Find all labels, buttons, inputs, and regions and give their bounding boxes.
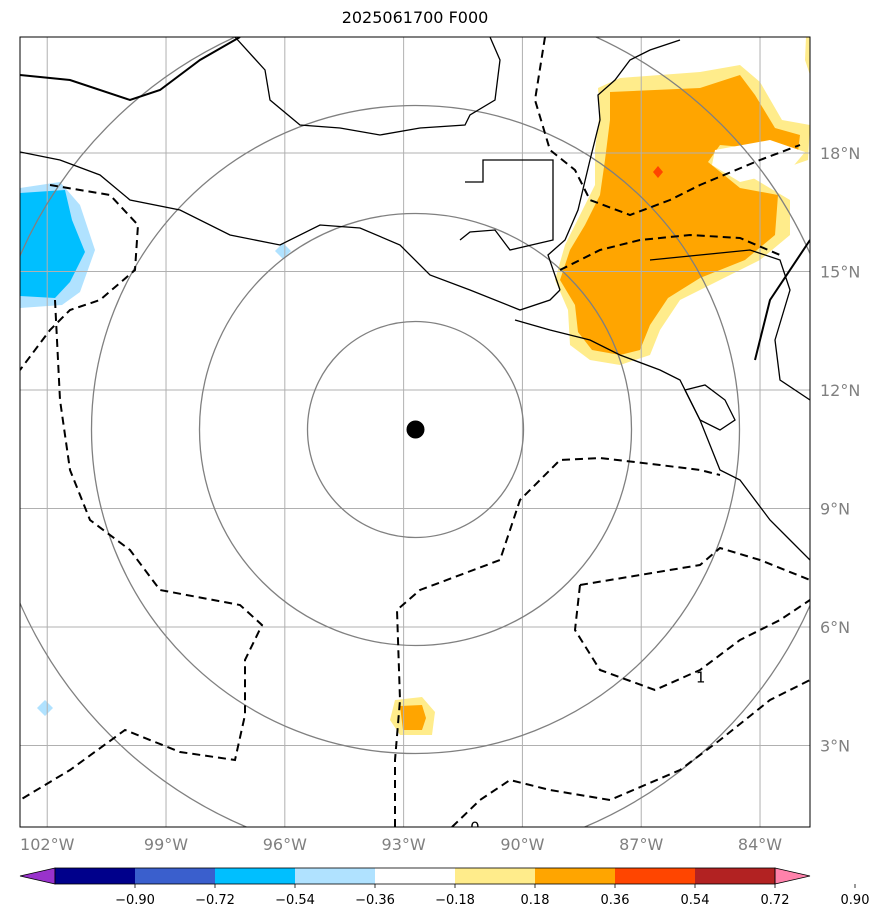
colorbar-tick-label: 0.54 bbox=[681, 893, 710, 908]
plot-frame bbox=[19, 36, 811, 828]
corner-yellow bbox=[805, 37, 810, 75]
range-rings bbox=[20, 37, 810, 827]
longitude-tick-label: 102°W bbox=[20, 835, 75, 854]
longitude-tick-label: 99°W bbox=[144, 835, 188, 854]
nicaragua-lake bbox=[684, 384, 736, 431]
contour-mid bbox=[451, 679, 810, 827]
latitude-tick-label: 3°N bbox=[820, 737, 850, 756]
dashed-contours bbox=[20, 37, 810, 827]
colorbar-extend-high bbox=[774, 867, 811, 885]
colorbar-tick-label: 0.36 bbox=[601, 893, 630, 908]
colorbar-tick-label: −0.18 bbox=[435, 893, 475, 908]
range-ring bbox=[306, 320, 525, 539]
latitude-tick-label: 15°N bbox=[820, 263, 860, 282]
contour-label: 1 bbox=[696, 668, 706, 686]
white-hole bbox=[712, 140, 805, 182]
coastlines bbox=[20, 37, 810, 561]
mexico-pacific-coast bbox=[20, 151, 561, 311]
colorbar-segment bbox=[455, 868, 535, 884]
caribbean-coast bbox=[649, 249, 810, 401]
colorbar-tick-label: 0.18 bbox=[521, 893, 550, 908]
latitude-labels: 18°N 15°N 12°N 9°N 6°N 3°N bbox=[820, 144, 860, 756]
east-border bbox=[754, 239, 810, 361]
latitude-tick-label: 9°N bbox=[820, 500, 850, 519]
yucatan-coast bbox=[234, 37, 501, 136]
contour-east-loop-bottom bbox=[573, 584, 810, 692]
latitude-tick-label: 18°N bbox=[820, 144, 860, 163]
colorbar-segment bbox=[215, 868, 295, 884]
longitude-tick-label: 93°W bbox=[382, 835, 426, 854]
colorbar-frame bbox=[54, 867, 776, 885]
longitude-tick-label: 84°W bbox=[738, 835, 782, 854]
colorbar-tick-label: 0.72 bbox=[761, 893, 790, 908]
colorbar-segment bbox=[615, 868, 695, 884]
gridlines bbox=[20, 37, 810, 827]
guatemala-border bbox=[459, 159, 554, 251]
longitude-tick-label: 87°W bbox=[619, 835, 663, 854]
map-title: 2025061700 F000 bbox=[341, 8, 489, 27]
colorbar-segment bbox=[535, 868, 615, 884]
latitude-tick-label: 6°N bbox=[820, 618, 850, 637]
south-anomaly-inner bbox=[400, 705, 426, 730]
shaded-field bbox=[20, 37, 810, 735]
colorbar-segment bbox=[295, 868, 375, 884]
gulf-coast bbox=[547, 39, 681, 291]
contour-central-america bbox=[559, 233, 781, 271]
contour-west bbox=[20, 184, 140, 371]
latitude-tick-label: 12°N bbox=[820, 381, 860, 400]
contour-south bbox=[394, 456, 721, 827]
colorbar-extend-low bbox=[19, 867, 56, 885]
red-spot bbox=[653, 166, 663, 178]
central-america-coast bbox=[514, 319, 810, 561]
colorbar-tick-label: −0.54 bbox=[275, 893, 315, 908]
contour-large-west bbox=[20, 299, 264, 801]
contour-labels: 10 bbox=[470, 668, 706, 836]
contour-label: 0 bbox=[470, 818, 480, 836]
colorbar-tick-label: −0.72 bbox=[195, 893, 235, 908]
small-blue-patch-sw bbox=[37, 700, 53, 716]
colorbar: −0.90 −0.72 −0.54 −0.36 −0.18 0.18 0.36 0.54 0.7… bbox=[19, 867, 870, 908]
small-blue-patch bbox=[275, 243, 291, 259]
colorbar-tick-label: 0.90 bbox=[841, 893, 870, 908]
colorbar-segment bbox=[695, 868, 775, 884]
longitude-labels: 102°W 99°W 96°W 93°W 90°W 87°W 84°W bbox=[20, 835, 782, 854]
colorbar-tick-label: −0.36 bbox=[355, 893, 395, 908]
contour-northeast bbox=[533, 37, 801, 217]
range-ring bbox=[90, 104, 741, 755]
center-marker bbox=[406, 420, 425, 439]
positive-anomaly-inner bbox=[560, 75, 800, 355]
colorbar-segment bbox=[135, 868, 215, 884]
colorbar-tick-label: −0.90 bbox=[115, 893, 155, 908]
contour-east-loop bbox=[579, 546, 810, 586]
mexico-north-boundary bbox=[20, 37, 241, 102]
colorbar-segment bbox=[55, 868, 135, 884]
range-ring bbox=[198, 212, 633, 647]
longitude-tick-label: 90°W bbox=[500, 835, 544, 854]
longitude-tick-label: 96°W bbox=[263, 835, 307, 854]
colorbar-segment bbox=[375, 868, 455, 884]
